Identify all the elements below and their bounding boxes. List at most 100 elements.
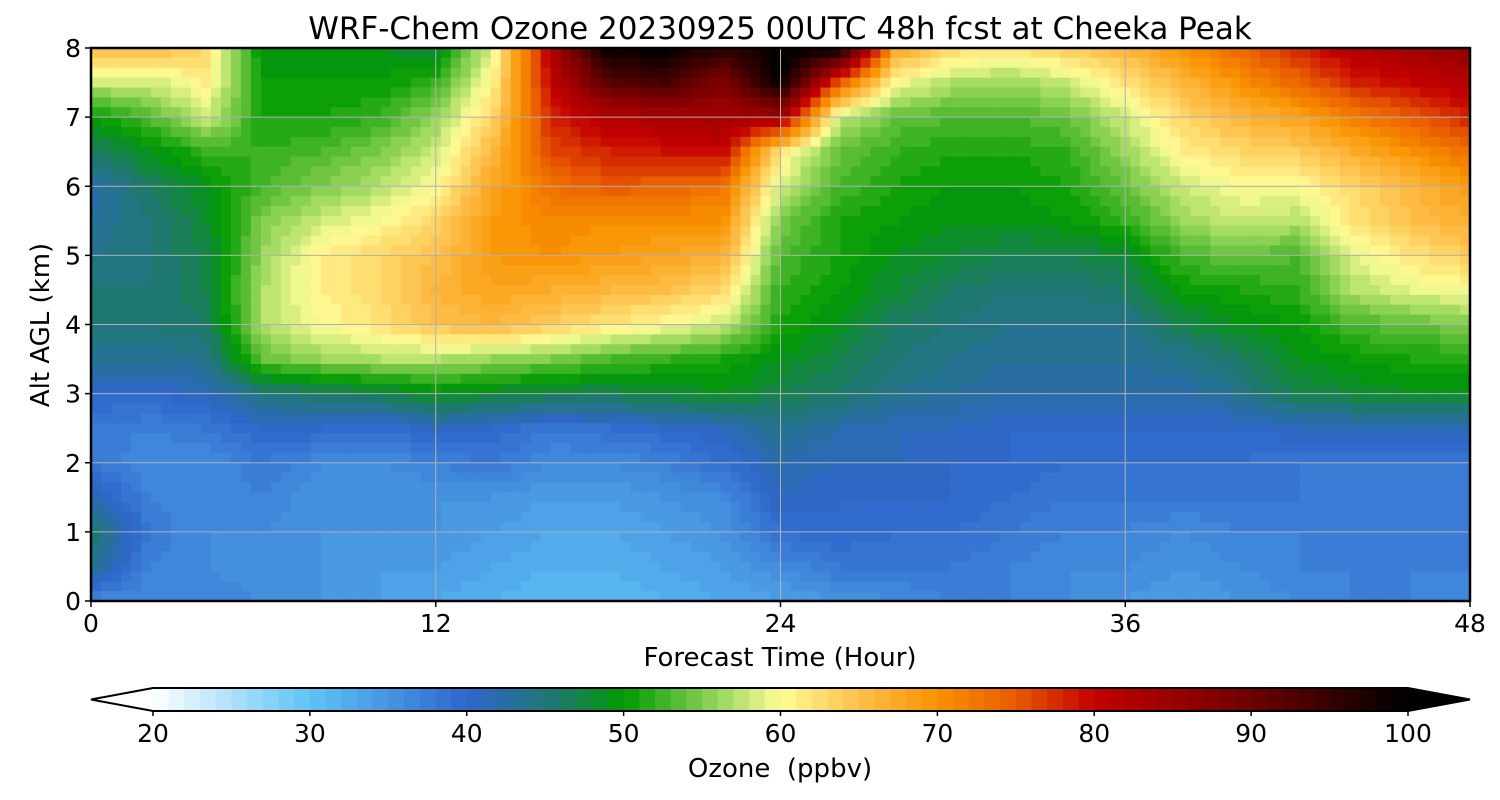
contour-cell — [690, 314, 702, 326]
contour-cell — [870, 235, 882, 247]
contour-cell — [1090, 304, 1101, 316]
contour-cell — [1080, 324, 1091, 335]
contour-cell — [580, 87, 592, 98]
contour-cell — [1020, 127, 1031, 138]
contour-cell — [1140, 77, 1151, 89]
contour-cell — [1000, 245, 1011, 256]
contour-cell — [1140, 107, 1151, 118]
contour-cell — [200, 127, 212, 138]
contour-cell — [390, 146, 402, 158]
contour-cell — [610, 393, 622, 405]
contour-cell — [820, 196, 832, 207]
contour-cell — [980, 97, 991, 108]
contour-cell — [1460, 235, 1471, 247]
contour-cell — [950, 77, 961, 89]
contour-cell — [620, 206, 632, 217]
contour-cell — [750, 324, 762, 335]
contour-cell — [940, 373, 951, 385]
contour-cell — [1420, 117, 1431, 128]
contour-cell — [510, 156, 522, 168]
contour-cell — [960, 186, 971, 197]
contour-cell — [1060, 393, 1071, 405]
contour-cell — [980, 156, 991, 168]
contour-cell — [840, 245, 852, 256]
contour-cell — [1090, 235, 1101, 247]
contour-cell — [140, 127, 152, 138]
contour-cell — [1190, 245, 1201, 256]
contour-cell — [240, 77, 252, 89]
contour-cell — [1380, 166, 1391, 177]
contour-cell — [290, 373, 302, 385]
contour-cell — [330, 186, 342, 197]
contour-cell — [210, 314, 222, 326]
contour-cell — [1030, 373, 1041, 385]
contour-cell — [340, 87, 352, 98]
contour-cell — [620, 215, 632, 227]
contour-cell — [1180, 265, 1191, 276]
contour-cell — [110, 354, 122, 365]
contour-cell — [1110, 304, 1121, 316]
contour-cell — [950, 255, 961, 266]
contour-cell — [1140, 196, 1151, 207]
contour-cell — [1030, 186, 1041, 197]
contour-cell — [1290, 166, 1301, 177]
contour-cell — [340, 265, 352, 276]
contour-cell — [1260, 48, 1271, 59]
contour-cell — [1390, 156, 1401, 168]
contour-cell — [160, 136, 172, 148]
contour-cell — [1100, 146, 1111, 158]
contour-cell — [460, 255, 472, 266]
contour-cell — [1320, 364, 1331, 375]
contour-cell — [760, 304, 772, 316]
contour-cell — [1250, 206, 1261, 217]
contour-cell — [660, 206, 672, 217]
contour-cell — [870, 364, 882, 375]
contour-cell — [470, 136, 482, 148]
contour-cell — [540, 265, 552, 276]
contour-cell — [1290, 215, 1301, 227]
contour-cell — [1340, 245, 1351, 256]
contour-cell — [1160, 146, 1171, 158]
contour-cell — [760, 156, 772, 168]
contour-cell — [1460, 156, 1471, 168]
contour-cell — [910, 354, 921, 365]
contour-cell — [1220, 146, 1231, 158]
contour-cell — [880, 156, 892, 168]
contour-cell — [940, 87, 951, 98]
contour-cell — [150, 403, 162, 414]
contour-cell — [270, 393, 282, 405]
contour-cell — [260, 48, 272, 59]
contour-cell — [1150, 255, 1161, 266]
contour-cell — [140, 393, 152, 405]
contour-cell — [1100, 294, 1111, 306]
contour-cell — [200, 186, 212, 197]
contour-cell — [1160, 136, 1171, 148]
contour-cell — [910, 156, 921, 168]
contour-cell — [1080, 97, 1091, 108]
contour-cell — [280, 225, 292, 237]
contour-cell — [270, 127, 282, 138]
contour-cell — [720, 383, 732, 395]
contour-cell — [130, 245, 142, 256]
contour-cell — [260, 324, 272, 335]
contour-cell — [680, 48, 692, 59]
contour-cell — [310, 255, 322, 266]
contour-cell — [460, 87, 472, 98]
contour-cell — [810, 156, 822, 168]
contour-cell — [420, 344, 432, 355]
contour-cell — [1400, 235, 1411, 247]
contour-cell — [1140, 156, 1151, 168]
contour-cell — [1000, 344, 1011, 355]
contour-cell — [1010, 77, 1021, 89]
contour-cell — [1010, 383, 1021, 395]
contour-cell — [320, 117, 332, 128]
contour-cell — [1050, 186, 1061, 197]
contour-cell — [1210, 383, 1221, 395]
contour-cell — [950, 304, 961, 316]
contour-cell — [1070, 87, 1081, 98]
contour-cell — [1440, 245, 1451, 256]
contour-cell — [1170, 225, 1181, 237]
contour-cell — [1260, 107, 1271, 118]
contour-cell — [1050, 245, 1061, 256]
contour-cell — [900, 314, 911, 326]
